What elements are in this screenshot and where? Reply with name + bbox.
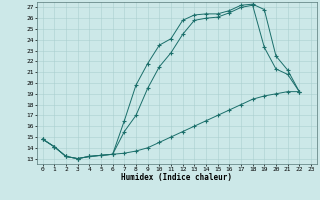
X-axis label: Humidex (Indice chaleur): Humidex (Indice chaleur) — [121, 173, 232, 182]
